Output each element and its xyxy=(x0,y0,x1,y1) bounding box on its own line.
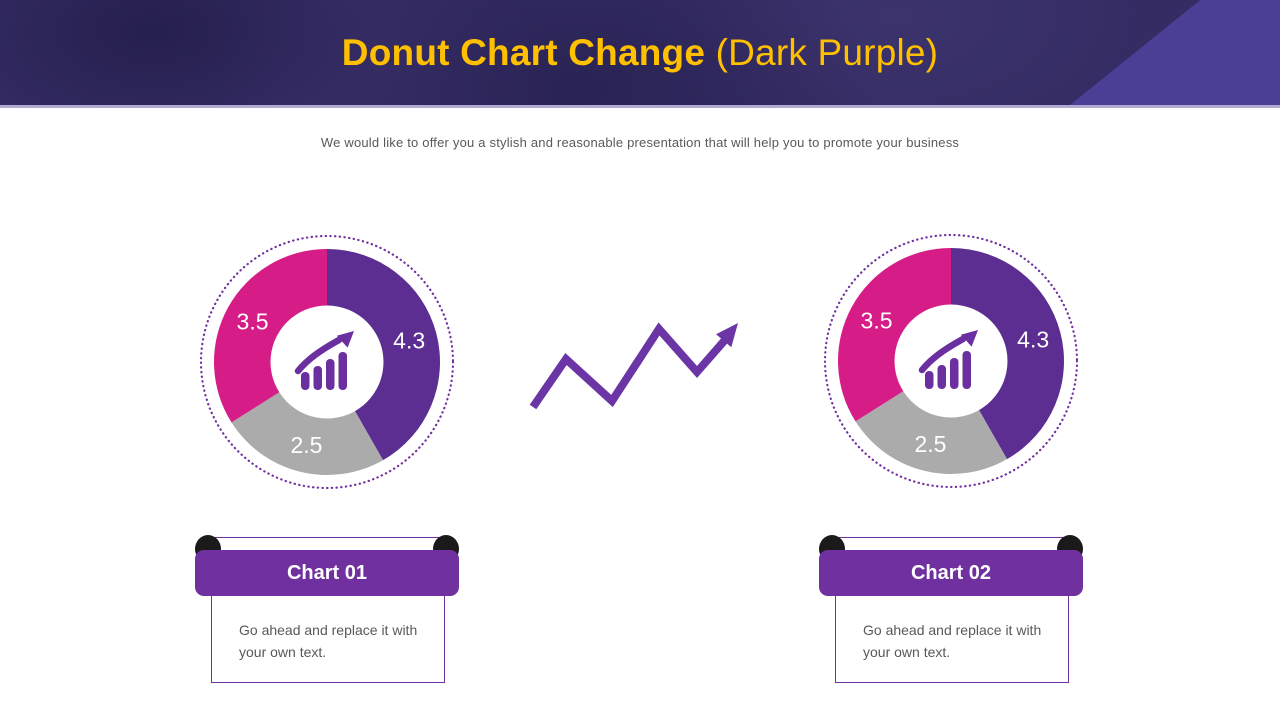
slide-subtitle: We would like to offer you a stylish and… xyxy=(320,135,960,150)
zigzag-trend-arrow-icon xyxy=(529,322,738,410)
chart-01-caption: Chart 01 Go ahead and replace it with yo… xyxy=(195,533,459,687)
caption-note: Go ahead and replace it with your own te… xyxy=(239,622,418,660)
donut-chart-01: 4.3 2.5 3.5 xyxy=(199,234,455,490)
slide-header: Donut Chart Change (Dark Purple) xyxy=(0,0,1280,108)
slide-title: Donut Chart Change (Dark Purple) xyxy=(342,32,938,74)
title-main: Donut Chart Change xyxy=(341,31,706,73)
trend-up-bar-chart-icon xyxy=(294,331,354,390)
ribbon-band xyxy=(819,550,1083,596)
caption-title: Chart 02 xyxy=(910,562,992,584)
donut-segment xyxy=(855,361,1008,474)
dotted-ring xyxy=(823,233,1079,489)
zigzag-line xyxy=(529,322,729,410)
donut-segment-label: 4.3 xyxy=(393,327,425,353)
header-corner-accent xyxy=(1070,0,1280,105)
donut-chart-02: 4.3 2.5 3.5 xyxy=(823,233,1079,489)
ribbon-banner xyxy=(195,535,459,683)
donut-segment-label: 3.5 xyxy=(861,307,893,333)
donut-segment-label: 2.5 xyxy=(914,431,946,457)
donut-segment-label: 4.3 xyxy=(1017,326,1049,352)
ribbon-band xyxy=(195,550,459,596)
donut-segment xyxy=(231,362,384,475)
dotted-ring xyxy=(199,234,455,490)
donut-segment-label: 3.5 xyxy=(237,308,269,334)
caption-note: Go ahead and replace it with your own te… xyxy=(863,622,1042,660)
caption-title: Chart 01 xyxy=(286,562,368,584)
title-secondary: (Dark Purple) xyxy=(715,31,939,73)
donut-segment-label: 2.5 xyxy=(290,432,322,458)
ribbon-banner xyxy=(819,535,1083,683)
trend-up-bar-chart-icon xyxy=(918,330,978,389)
chart-02-caption: Chart 02 Go ahead and replace it with yo… xyxy=(819,533,1083,687)
zigzag-arrowhead xyxy=(716,323,738,348)
